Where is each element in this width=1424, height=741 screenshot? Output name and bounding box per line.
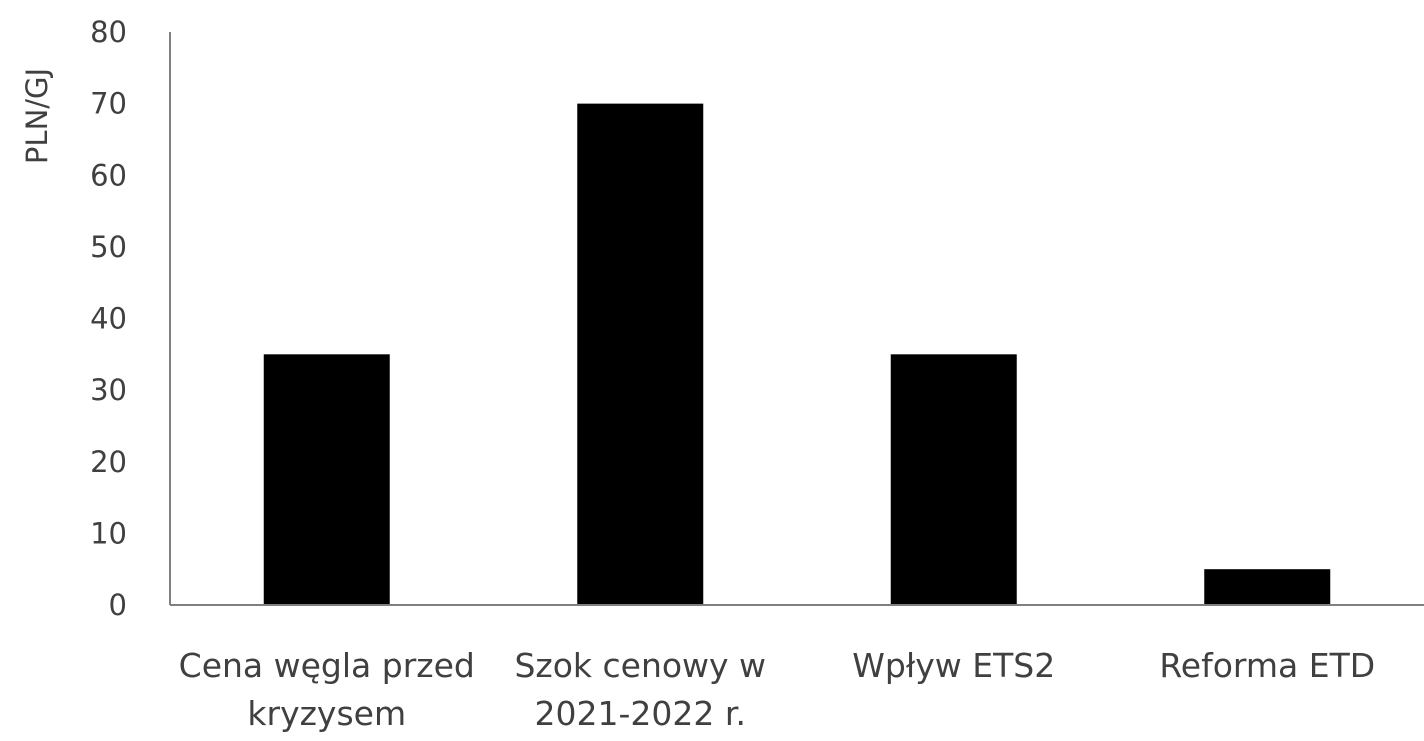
x-category-label-line: Wpływ ETS2: [852, 646, 1055, 685]
y-axis-title: PLN/GJ: [20, 68, 54, 164]
x-category-label-line: Cena węgla przed: [179, 646, 475, 685]
bar: [263, 354, 390, 605]
y-tick-label: 20: [90, 445, 127, 479]
y-tick-label: 80: [90, 15, 127, 49]
y-tick-label: 70: [90, 87, 127, 121]
x-category-label-line: Reforma ETD: [1159, 646, 1375, 685]
bar: [577, 103, 704, 605]
x-category-label-line: Szok cenowy w: [514, 646, 766, 685]
y-axis-ticks: 0 10 20 30 40 50 60 70 80: [90, 15, 127, 622]
y-tick-label: 0: [109, 588, 127, 622]
y-tick-label: 50: [90, 230, 127, 264]
x-category-label-line: 2021-2022 r.: [535, 694, 746, 733]
bar: [1204, 569, 1331, 605]
x-category-label: Wpływ ETS2: [852, 646, 1055, 685]
x-category-label-line: kryzysem: [247, 694, 406, 733]
y-tick-label: 10: [90, 516, 127, 550]
y-tick-label: 60: [90, 158, 127, 192]
bar: [890, 354, 1017, 605]
x-category-label: Szok cenowy w 2021-2022 r.: [514, 646, 766, 733]
bars: [263, 103, 1331, 605]
x-category-label: Cena węgla przed kryzysem: [179, 646, 475, 733]
x-axis-labels: Cena węgla przed kryzysem Szok cenowy w 202…: [179, 646, 1376, 733]
y-tick-label: 30: [90, 373, 127, 407]
x-category-label: Reforma ETD: [1159, 646, 1375, 685]
y-tick-label: 40: [90, 302, 127, 336]
